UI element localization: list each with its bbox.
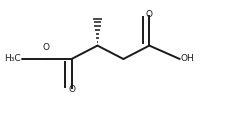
Text: O: O xyxy=(42,43,49,52)
Text: OH: OH xyxy=(180,55,194,63)
Text: O: O xyxy=(68,85,75,94)
Text: O: O xyxy=(145,10,152,19)
Text: H₃C: H₃C xyxy=(4,55,21,63)
